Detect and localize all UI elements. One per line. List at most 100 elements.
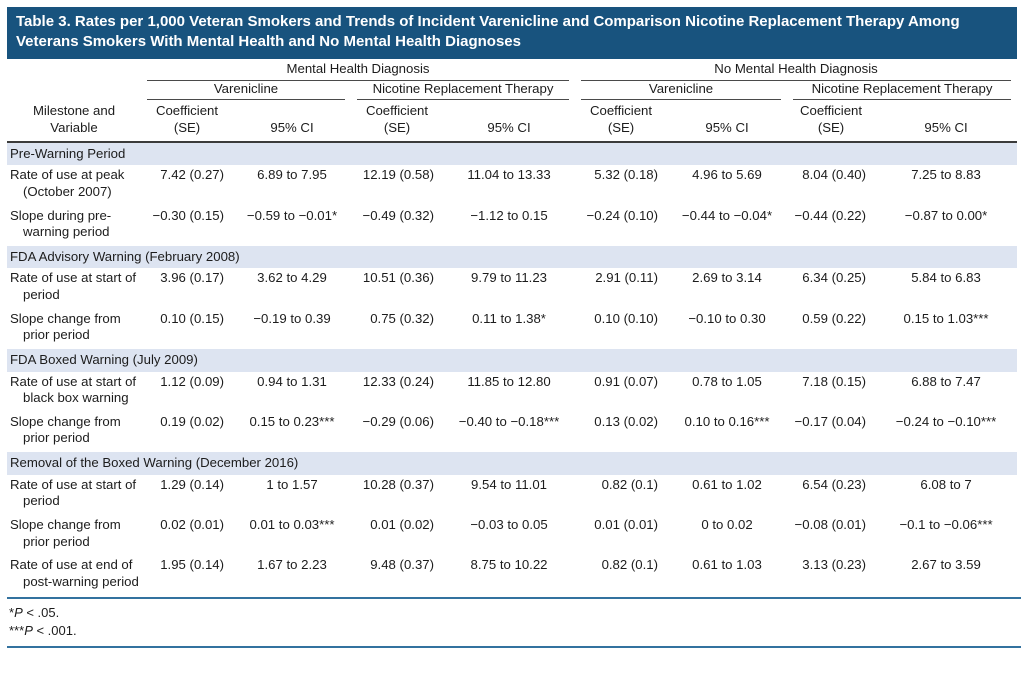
ci-cell: 1 to 1.57 <box>266 476 318 492</box>
ci-cell: 6.88 to 7.47 <box>911 373 981 389</box>
coefficient-cell: 0.59 (0.22) <box>802 310 867 326</box>
column-header-coefficient: Coefficient (SE) <box>351 100 443 143</box>
ci-cell: 0.78 to 1.05 <box>692 373 762 389</box>
group-header-no-mental-health: No Mental Health Diagnosis <box>575 61 1017 81</box>
row-label: Rate of use at start of black box warnin… <box>10 373 137 406</box>
ci-cell: 9.54 to 11.01 <box>471 476 548 492</box>
column-header-coefficient: Coefficient (SE) <box>787 100 876 143</box>
coefficient-cell: −0.29 (0.06) <box>362 413 434 429</box>
coefficient-cell: −0.49 (0.32) <box>362 207 434 223</box>
coefficient-cell: 0.82 (0.1) <box>601 557 659 573</box>
coefficient-cell: 0.75 (0.32) <box>370 310 434 326</box>
section-label: Removal of the Boxed Warning (December 2… <box>7 452 1018 475</box>
row-label: Slope change from prior period <box>10 310 121 343</box>
table-row: Rate of use at start of black box warnin… <box>7 372 1017 412</box>
subgroup-nrt-mh-label: Nicotine Replacement Therapy <box>357 81 570 101</box>
ci-cell: 0.01 to 0.03*** <box>249 516 335 532</box>
coefficient-cell: 6.54 (0.23) <box>802 476 867 492</box>
table-row: Rate of use at start of period 1.29 (0.1… <box>7 475 1017 515</box>
ci-cell: 2.67 to 3.59 <box>911 557 981 573</box>
row-label: Rate of use at end of post-warning perio… <box>10 557 139 589</box>
coefficient-cell: 10.28 (0.37) <box>362 476 434 492</box>
coef-header-line1: Coefficient <box>799 103 863 119</box>
statistics-table: Mental Health Diagnosis No Mental Health… <box>7 61 1018 595</box>
coefficient-cell: 12.33 (0.24) <box>362 373 434 389</box>
ci-cell: 1.67 to 2.23 <box>257 557 327 573</box>
column-header-coefficient: Coefficient (SE) <box>141 100 233 143</box>
footnote-p001: ***P < .001. <box>9 622 1019 640</box>
footnotes: *P < .05. ***P < .001. <box>7 597 1021 648</box>
coefficient-cell: −0.24 (0.10) <box>586 207 659 223</box>
ci-cell: 4.96 to 5.69 <box>692 167 762 183</box>
coef-header-line1: Coefficient <box>589 103 653 119</box>
ci-cell: 11.85 to 12.80 <box>467 373 551 389</box>
column-header-coefficient: Coefficient (SE) <box>575 100 668 143</box>
header-spacer <box>7 81 141 101</box>
column-header-ci: 95% CI <box>875 100 1018 143</box>
subgroup-header-nrt-mh: Nicotine Replacement Therapy <box>351 81 575 101</box>
coefficient-cell: 0.10 (0.10) <box>594 310 659 326</box>
table-row: Slope change from prior period 0.19 (0.0… <box>7 412 1017 452</box>
section-row-fda-boxed: FDA Boxed Warning (July 2009) <box>7 348 1018 372</box>
coefficient-cell: 10.51 (0.36) <box>362 270 434 286</box>
group-header-mental-health-label: Mental Health Diagnosis <box>147 61 570 81</box>
section-row-pre-warning: Pre-Warning Period <box>7 141 1018 166</box>
table-title: Table 3. Rates per 1,000 Veteran Smokers… <box>7 7 1017 60</box>
column-header-ci: 95% CI <box>667 100 788 143</box>
coefficient-cell: 1.95 (0.14) <box>160 557 224 573</box>
ci-cell: −0.1 to −0.06*** <box>899 516 993 532</box>
row-label: Slope change from prior period <box>10 413 121 446</box>
subgroup-header-varenicline-mh: Varenicline <box>141 81 351 101</box>
ci-cell: −0.59 to −0.01* <box>246 207 338 223</box>
row-label: Slope during pre-warning period <box>10 207 112 240</box>
ci-cell: 0.10 to 0.16*** <box>684 413 770 429</box>
coef-header-line2: (SE) <box>173 120 201 136</box>
group-header-mental-health: Mental Health Diagnosis <box>141 61 575 81</box>
ci-cell: −0.87 to 0.00* <box>904 207 988 223</box>
subgroup-varenicline-mh-label: Varenicline <box>147 81 345 101</box>
ci-cell: 0.15 to 1.03*** <box>903 310 989 326</box>
coefficient-cell: 0.13 (0.02) <box>594 413 659 429</box>
column-header-milestone: Milestone and Variable <box>7 100 141 143</box>
table-row: Slope change from prior period 0.10 (0.1… <box>7 309 1017 349</box>
footnote-text: < .001. <box>32 622 77 638</box>
coefficient-cell: 3.96 (0.17) <box>160 270 224 286</box>
table-row: Slope during pre-warning period −0.30 (0… <box>7 206 1017 246</box>
table-row: Rate of use at end of post-warning perio… <box>7 555 1017 595</box>
ci-cell: 9.79 to 11.23 <box>471 270 548 286</box>
coefficient-cell: 0.91 (0.07) <box>594 373 659 389</box>
subgroup-header-nrt-nomh: Nicotine Replacement Therapy <box>787 81 1017 101</box>
ci-cell: −1.12 to 0.15 <box>470 207 548 223</box>
subgroup-header-varenicline-nomh: Varenicline <box>575 81 787 101</box>
coefficient-cell: 12.19 (0.58) <box>362 167 434 183</box>
ci-cell: 0 to 0.02 <box>701 516 753 532</box>
coefficient-cell: 7.18 (0.15) <box>802 373 867 389</box>
ci-cell: 0.11 to 1.38* <box>472 310 546 326</box>
coefficient-cell: −0.17 (0.04) <box>794 413 867 429</box>
table-row: Slope change from prior period 0.02 (0.0… <box>7 515 1017 555</box>
coefficient-cell: 1.29 (0.14) <box>160 476 224 492</box>
row-label: Rate of use at peak (October 2007) <box>10 167 125 199</box>
page: Table 3. Rates per 1,000 Veteran Smokers… <box>7 7 1021 648</box>
subgroup-nrt-nomh-label: Nicotine Replacement Therapy <box>793 81 1012 101</box>
footnote-p-symbol: P <box>24 622 33 638</box>
coef-header-line2: (SE) <box>607 120 635 136</box>
ci-cell: −0.10 to 0.30 <box>688 310 766 326</box>
section-row-removal-boxed: Removal of the Boxed Warning (December 2… <box>7 452 1018 475</box>
coefficient-cell: 6.34 (0.25) <box>802 270 867 286</box>
coefficient-cell: −0.08 (0.01) <box>794 516 867 532</box>
section-row-fda-advisory: FDA Advisory Warning (February 2008) <box>7 245 1018 269</box>
group-header-no-mental-health-label: No Mental Health Diagnosis <box>581 61 1012 81</box>
column-header-ci: 95% CI <box>443 100 576 143</box>
coefficient-cell: 0.02 (0.01) <box>160 516 224 532</box>
ci-cell: −0.40 to −0.18*** <box>458 413 560 429</box>
coefficient-cell: 1.12 (0.09) <box>160 373 224 389</box>
ci-cell: 3.62 to 4.29 <box>257 270 327 286</box>
table-row: Rate of use at start of period 3.96 (0.1… <box>7 268 1017 308</box>
coef-header-line2: (SE) <box>817 120 845 136</box>
subgroup-header-row: Varenicline Nicotine Replacement Therapy… <box>7 81 1017 101</box>
coefficient-cell: 0.10 (0.15) <box>160 310 224 326</box>
ci-cell: 0.61 to 1.02 <box>692 476 762 492</box>
coef-header-line1: Coefficient <box>155 103 219 119</box>
ci-cell: 8.75 to 10.22 <box>470 557 548 573</box>
